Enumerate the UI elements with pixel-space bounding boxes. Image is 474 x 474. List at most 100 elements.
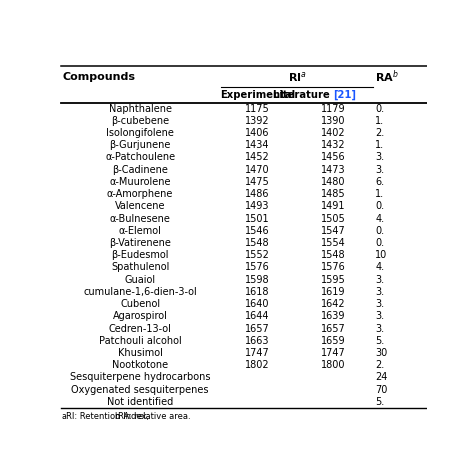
Text: Compounds: Compounds: [63, 72, 136, 82]
Text: 1644: 1644: [246, 311, 270, 321]
Text: a: a: [62, 411, 67, 420]
Text: 1552: 1552: [245, 250, 270, 260]
Text: 1406: 1406: [246, 128, 270, 138]
Text: Spathulenol: Spathulenol: [111, 263, 169, 273]
Text: Patchouli alcohol: Patchouli alcohol: [99, 336, 182, 346]
Text: 1547: 1547: [320, 226, 345, 236]
Text: 3.: 3.: [375, 311, 384, 321]
Text: α-Amorphene: α-Amorphene: [107, 189, 173, 199]
Text: 1800: 1800: [321, 360, 345, 370]
Text: 1485: 1485: [320, 189, 345, 199]
Text: 1576: 1576: [320, 263, 345, 273]
Text: 3.: 3.: [375, 275, 384, 285]
Text: 0.: 0.: [375, 226, 384, 236]
Text: Experimental: Experimental: [220, 90, 295, 100]
Text: 1663: 1663: [246, 336, 270, 346]
Text: 4.: 4.: [375, 263, 384, 273]
Text: RI: Retention Index;: RI: Retention Index;: [66, 411, 152, 420]
Text: β-Vatirenene: β-Vatirenene: [109, 238, 171, 248]
Text: 1505: 1505: [320, 214, 345, 224]
Text: 1639: 1639: [321, 311, 345, 321]
Text: 1548: 1548: [320, 250, 345, 260]
Text: 1.: 1.: [375, 140, 384, 150]
Text: Guaiol: Guaiol: [125, 275, 155, 285]
Text: 0.: 0.: [375, 104, 384, 114]
Text: β-Cadinene: β-Cadinene: [112, 164, 168, 175]
Text: 1640: 1640: [246, 299, 270, 309]
Text: 1402: 1402: [320, 128, 345, 138]
Text: b: b: [114, 411, 119, 420]
Text: Nootkotone: Nootkotone: [112, 360, 168, 370]
Text: Sesquiterpene hydrocarbons: Sesquiterpene hydrocarbons: [70, 373, 210, 383]
Text: 1491: 1491: [321, 201, 345, 211]
Text: 1456: 1456: [320, 153, 345, 163]
Text: 3.: 3.: [375, 164, 384, 175]
Text: 1392: 1392: [246, 116, 270, 126]
Text: Oxygenated sesquiterpenes: Oxygenated sesquiterpenes: [71, 385, 209, 395]
Text: 3.: 3.: [375, 287, 384, 297]
Text: 1618: 1618: [246, 287, 270, 297]
Text: β-cubebene: β-cubebene: [111, 116, 169, 126]
Text: 1432: 1432: [320, 140, 345, 150]
Text: α-Muurolene: α-Muurolene: [109, 177, 171, 187]
Text: 2.: 2.: [375, 360, 384, 370]
Text: 1595: 1595: [320, 275, 345, 285]
Text: 24: 24: [375, 373, 388, 383]
Text: 5.: 5.: [375, 397, 384, 407]
Text: Cedren-13-ol: Cedren-13-ol: [109, 324, 172, 334]
Text: α-Bulnesene: α-Bulnesene: [109, 214, 171, 224]
Text: 0.: 0.: [375, 201, 384, 211]
Text: 10: 10: [375, 250, 387, 260]
Text: 70: 70: [375, 385, 388, 395]
Text: 1598: 1598: [246, 275, 270, 285]
Text: Agarospirol: Agarospirol: [113, 311, 167, 321]
Text: RI$^a$: RI$^a$: [288, 70, 307, 83]
Text: 2.: 2.: [375, 128, 384, 138]
Text: 3.: 3.: [375, 299, 384, 309]
Text: 1619: 1619: [321, 287, 345, 297]
Text: 5.: 5.: [375, 336, 384, 346]
Text: 1657: 1657: [320, 324, 345, 334]
Text: 1480: 1480: [321, 177, 345, 187]
Text: 1659: 1659: [320, 336, 345, 346]
Text: 1486: 1486: [246, 189, 270, 199]
Text: RA$^b$: RA$^b$: [375, 68, 399, 85]
Text: 1747: 1747: [245, 348, 270, 358]
Text: β-Gurjunene: β-Gurjunene: [109, 140, 171, 150]
Text: 1576: 1576: [245, 263, 270, 273]
Text: 1470: 1470: [246, 164, 270, 175]
Text: 1475: 1475: [245, 177, 270, 187]
Text: α-Elemol: α-Elemol: [118, 226, 162, 236]
Text: β-Eudesmol: β-Eudesmol: [111, 250, 169, 260]
Text: Literature: Literature: [273, 90, 333, 100]
Text: 1642: 1642: [320, 299, 345, 309]
Text: 1747: 1747: [320, 348, 345, 358]
Text: Naphthalene: Naphthalene: [109, 104, 172, 114]
Text: 1452: 1452: [245, 153, 270, 163]
Text: cumulane-1,6-dien-3-ol: cumulane-1,6-dien-3-ol: [83, 287, 197, 297]
Text: 30: 30: [375, 348, 387, 358]
Text: 1.: 1.: [375, 116, 384, 126]
Text: 1493: 1493: [246, 201, 270, 211]
Text: RA: relative area.: RA: relative area.: [118, 411, 191, 420]
Text: 1554: 1554: [320, 238, 345, 248]
Text: 3.: 3.: [375, 324, 384, 334]
Text: 4.: 4.: [375, 214, 384, 224]
Text: 6.: 6.: [375, 177, 384, 187]
Text: 1657: 1657: [245, 324, 270, 334]
Text: 1548: 1548: [246, 238, 270, 248]
Text: 1501: 1501: [246, 214, 270, 224]
Text: 1546: 1546: [246, 226, 270, 236]
Text: 1390: 1390: [321, 116, 345, 126]
Text: 1802: 1802: [246, 360, 270, 370]
Text: Khusimol: Khusimol: [118, 348, 163, 358]
Text: α-Patchoulene: α-Patchoulene: [105, 153, 175, 163]
Text: 3.: 3.: [375, 153, 384, 163]
Text: 1434: 1434: [246, 140, 270, 150]
Text: 1473: 1473: [320, 164, 345, 175]
Text: Isolongifolene: Isolongifolene: [106, 128, 174, 138]
Text: Not identified: Not identified: [107, 397, 173, 407]
Text: 1175: 1175: [245, 104, 270, 114]
Text: 1179: 1179: [320, 104, 345, 114]
Text: Cubenol: Cubenol: [120, 299, 160, 309]
